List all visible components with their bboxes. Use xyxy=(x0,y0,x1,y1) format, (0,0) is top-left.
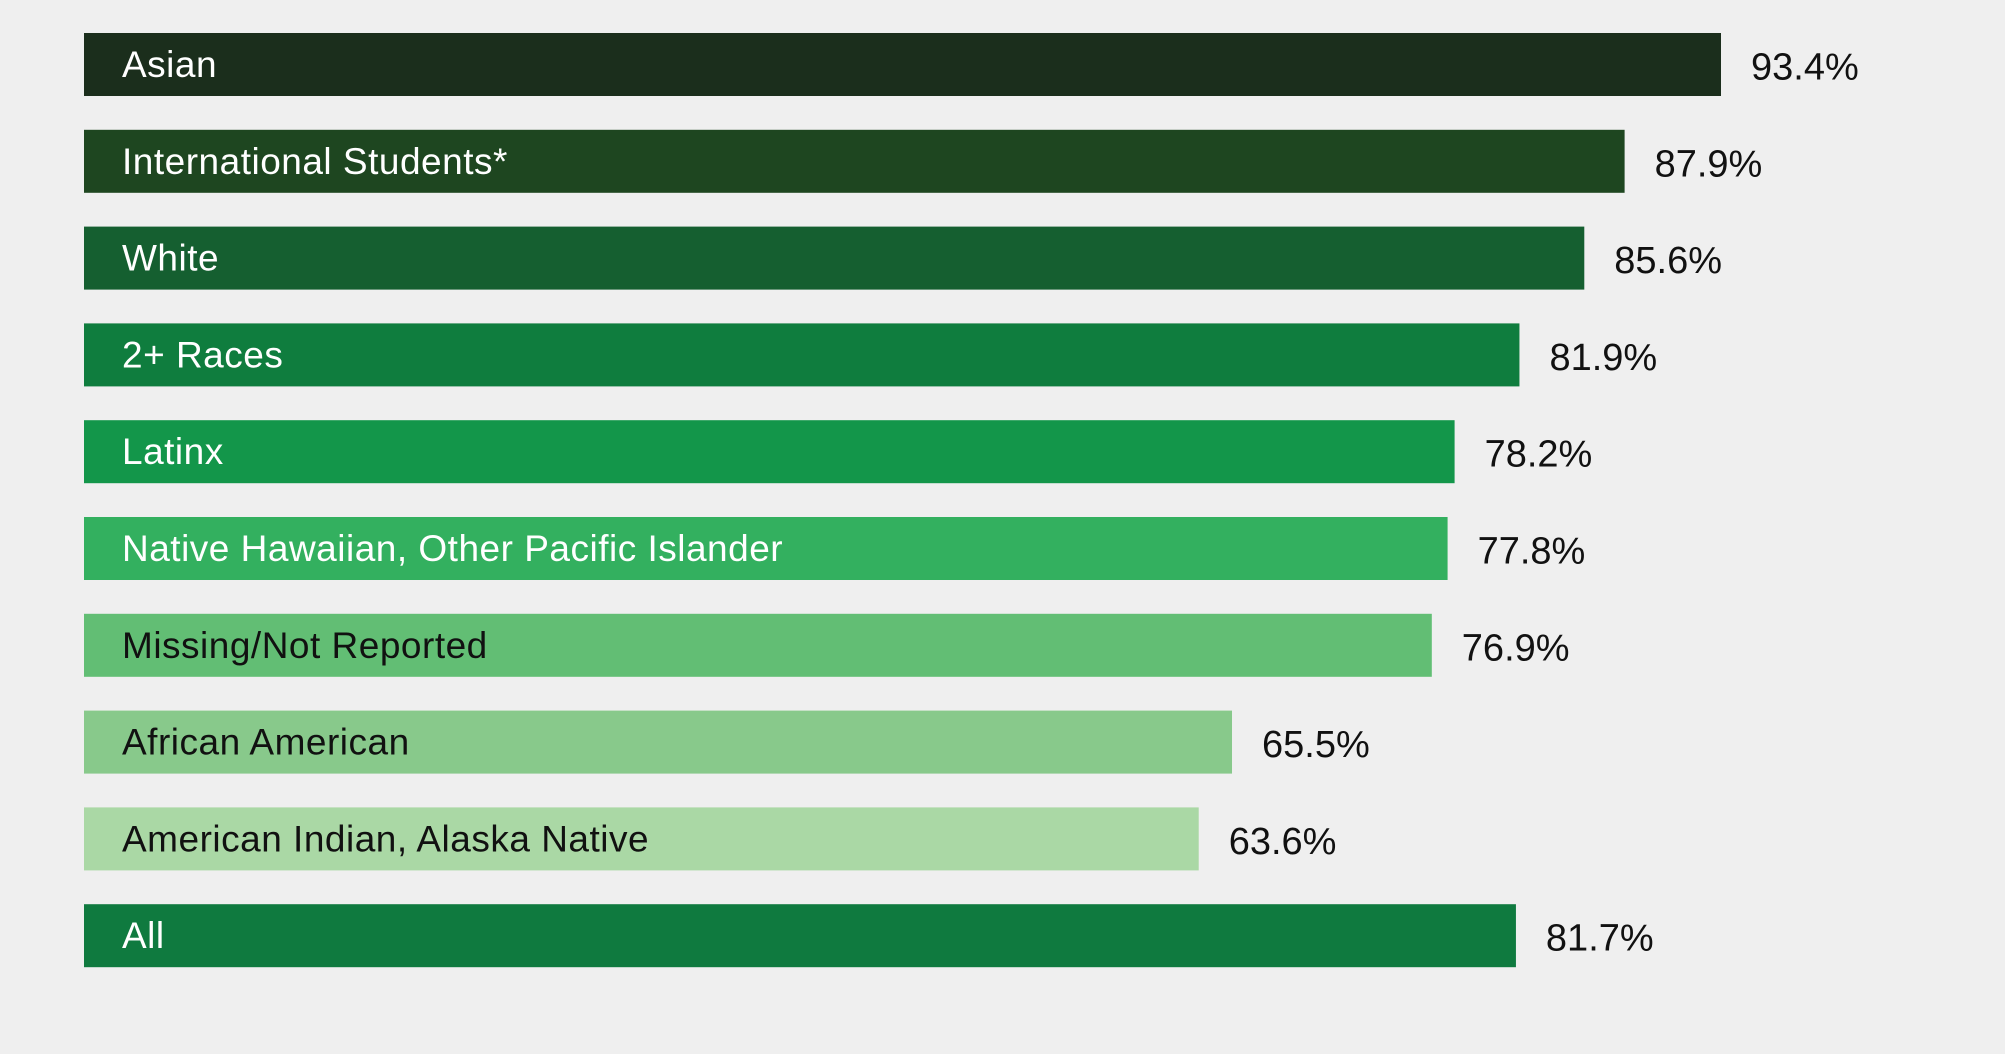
category-label-1: International Students* xyxy=(122,141,508,182)
category-label-9: All xyxy=(122,915,165,956)
bar-4 xyxy=(84,420,1455,484)
bar-1 xyxy=(84,129,1625,193)
value-label-8: 63.6% xyxy=(1229,821,1337,863)
category-label-8: American Indian, Alaska Native xyxy=(122,818,649,859)
value-label-3: 81.9% xyxy=(1549,337,1657,379)
value-label-5: 77.8% xyxy=(1478,531,1586,573)
bar-8 xyxy=(84,807,1199,871)
category-label-0: Asian xyxy=(122,44,217,85)
bar-0 xyxy=(84,33,1721,96)
value-label-6: 76.9% xyxy=(1462,627,1570,669)
value-label-0: 93.4% xyxy=(1751,47,1859,89)
category-label-5: Native Hawaiian, Other Pacific Islander xyxy=(122,528,783,569)
category-label-2: White xyxy=(122,238,219,279)
bar-7 xyxy=(84,710,1233,774)
bars-group: Asian 93.4% International Students* 87.9% Wh… xyxy=(84,33,1859,968)
value-label-1: 87.9% xyxy=(1655,143,1763,185)
value-label-4: 78.2% xyxy=(1485,434,1593,476)
bar-9 xyxy=(84,904,1516,968)
category-label-7: African American xyxy=(122,722,410,763)
category-label-4: Latinx xyxy=(122,431,224,472)
bar-6 xyxy=(84,613,1432,677)
bar-2 xyxy=(84,226,1585,290)
value-label-2: 85.6% xyxy=(1614,240,1722,282)
value-label-9: 81.7% xyxy=(1546,918,1654,960)
value-label-7: 65.5% xyxy=(1262,724,1370,766)
category-label-6: Missing/Not Reported xyxy=(122,625,488,666)
category-label-3: 2+ Races xyxy=(122,334,283,375)
bar-5 xyxy=(84,517,1448,580)
bar-3 xyxy=(84,323,1520,387)
